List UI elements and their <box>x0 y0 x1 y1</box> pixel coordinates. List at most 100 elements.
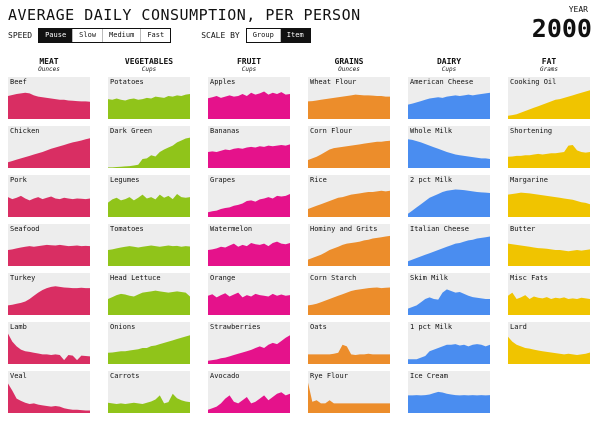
controls-bar: SPEED Pause Slow Medium Fast SCALE BY Gr… <box>8 27 311 43</box>
area-series <box>208 91 290 119</box>
year-display: 2000 <box>531 14 592 43</box>
area-series <box>8 92 90 119</box>
chart-panel-shortening[interactable]: Shortening <box>508 126 590 168</box>
year-label: YEAR <box>568 5 588 14</box>
area-series <box>408 139 490 168</box>
chart-panel-onions[interactable]: Onions <box>108 322 190 364</box>
chart-panel-cooking-oil[interactable]: Cooking Oil <box>508 77 590 119</box>
chart-panel-oats[interactable]: Oats <box>308 322 390 364</box>
area-chart <box>208 335 290 364</box>
chart-panel-lard[interactable]: Lard <box>508 322 590 364</box>
chart-panel-italian-cheese[interactable]: Italian Cheese <box>408 224 490 266</box>
chart-panel-orange[interactable]: Orange <box>208 273 290 315</box>
chart-panel-apples[interactable]: Apples <box>208 77 290 119</box>
area-series <box>8 244 90 266</box>
area-chart <box>108 393 190 413</box>
chart-panel-dark-green[interactable]: Dark Green <box>108 126 190 168</box>
speed-pause-button[interactable]: Pause <box>39 28 73 42</box>
item-label: Ice Cream <box>410 372 448 380</box>
chart-panel-ice-cream[interactable]: Ice Cream <box>408 371 490 413</box>
item-label: Corn Flour <box>310 127 353 135</box>
chart-panel-carrots[interactable]: Carrots <box>108 371 190 413</box>
chart-panel-lamb[interactable]: Lamb <box>8 322 90 364</box>
chart-panel-misc-fats[interactable]: Misc Fats <box>508 273 590 315</box>
speed-medium-button[interactable]: Medium <box>102 28 141 42</box>
item-label: Lamb <box>10 323 27 331</box>
area-chart <box>508 90 590 119</box>
item-label: Rice <box>310 176 327 184</box>
area-series <box>8 383 90 413</box>
item-label: Avocado <box>210 372 240 380</box>
chart-panel-avocado[interactable]: Avocado <box>208 371 290 413</box>
chart-panel-veal[interactable]: Veal <box>8 371 90 413</box>
group-unit: Cups <box>141 66 157 73</box>
item-label: Lard <box>510 323 527 331</box>
item-label: Turkey <box>10 274 36 282</box>
area-series <box>508 292 590 315</box>
chart-panel-seafood[interactable]: Seafood <box>8 224 90 266</box>
area-chart <box>8 244 90 266</box>
group-name: FAT <box>541 57 557 66</box>
item-label: Onions <box>110 323 136 331</box>
area-series <box>508 144 590 168</box>
chart-panel-watermelon[interactable]: Watermelon <box>208 224 290 266</box>
chart-panel-chicken[interactable]: Chicken <box>8 126 90 168</box>
area-series <box>408 344 490 364</box>
area-chart <box>408 236 490 266</box>
item-label: 1 pct Milk <box>410 323 453 331</box>
scale-group-button[interactable]: Group <box>246 28 280 42</box>
area-series <box>8 195 90 217</box>
chart-panel-wheat-flour[interactable]: Wheat Flour <box>308 77 390 119</box>
chart-panel-pork[interactable]: Pork <box>8 175 90 217</box>
area-chart <box>108 94 190 119</box>
chart-panel-corn-flour[interactable]: Corn Flour <box>308 126 390 168</box>
chart-panel-american-cheese[interactable]: American Cheese <box>408 77 490 119</box>
area-series <box>308 190 390 217</box>
area-chart <box>408 391 490 413</box>
chart-panel-tomatoes[interactable]: Tomatoes <box>108 224 190 266</box>
group-name: MEAT <box>39 57 59 66</box>
area-chart <box>308 287 390 315</box>
chart-panel-butter[interactable]: Butter <box>508 224 590 266</box>
item-label: Rye Flour <box>310 372 348 380</box>
chart-panel-legumes[interactable]: Legumes <box>108 175 190 217</box>
speed-slow-button[interactable]: Slow <box>72 28 103 42</box>
chart-panel-corn-starch[interactable]: Corn Starch <box>308 273 390 315</box>
chart-panel-beef[interactable]: Beef <box>8 77 90 119</box>
chart-panel-margarine[interactable]: Margarine <box>508 175 590 217</box>
chart-panel-grapes[interactable]: Grapes <box>208 175 290 217</box>
chart-panel-turkey[interactable]: Turkey <box>8 273 90 315</box>
area-series <box>108 335 190 364</box>
chart-panel-1-pct-milk[interactable]: 1 pct Milk <box>408 322 490 364</box>
chart-panel-head-lettuce[interactable]: Head Lettuce <box>108 273 190 315</box>
chart-panel-bananas[interactable]: Bananas <box>208 126 290 168</box>
area-chart <box>308 140 390 168</box>
speed-fast-button[interactable]: Fast <box>140 28 171 42</box>
item-label: Strawberries <box>210 323 261 331</box>
scale-label: SCALE BY <box>201 30 240 40</box>
area-series <box>208 335 290 364</box>
area-chart <box>308 344 390 364</box>
chart-panel-hominy-and-grits[interactable]: Hominy and Grits <box>308 224 390 266</box>
chart-panel-rye-flour[interactable]: Rye Flour <box>308 371 390 413</box>
chart-panel-2-pct-milk[interactable]: 2 pct Milk <box>408 175 490 217</box>
item-label: Pork <box>10 176 27 184</box>
scale-item-button[interactable]: Item <box>279 28 310 42</box>
group-unit: Cups <box>241 66 257 73</box>
speed-label: SPEED <box>8 30 33 40</box>
item-label: Misc Fats <box>510 274 548 282</box>
column-header: DAIRY Cups <box>408 57 490 77</box>
area-series <box>108 193 190 217</box>
chart-panel-skim-milk[interactable]: Skim Milk <box>408 273 490 315</box>
area-chart <box>108 290 190 315</box>
chart-panel-rice[interactable]: Rice <box>308 175 390 217</box>
chart-panel-potatoes[interactable]: Potatoes <box>108 77 190 119</box>
chart-panel-strawberries[interactable]: Strawberries <box>208 322 290 364</box>
item-label: Legumes <box>110 176 140 184</box>
area-chart <box>8 195 90 217</box>
area-chart <box>8 383 90 413</box>
area-series <box>208 241 290 266</box>
area-chart <box>108 245 190 266</box>
area-series <box>108 290 190 315</box>
chart-panel-whole-milk[interactable]: Whole Milk <box>408 126 490 168</box>
